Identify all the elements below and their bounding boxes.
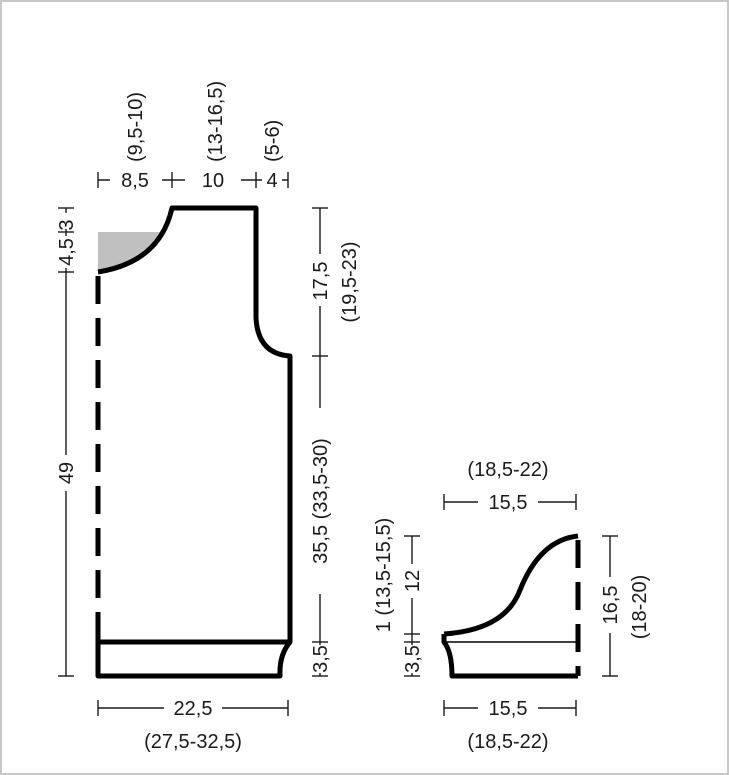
sleeve-body-length: 12 (402, 570, 424, 592)
body-shoulder-width: 8,5 (121, 170, 149, 192)
body-rib-band (95, 638, 293, 679)
sleeve-piece (441, 533, 581, 679)
sleeve-right-dimension: 16,5 (18-20) (598, 535, 651, 677)
sleeve-rib-band (441, 634, 578, 679)
body-neck-width: 10 (202, 170, 224, 192)
front-neck-shading (98, 232, 165, 272)
sleeve-top-width: 15,5 (489, 492, 528, 514)
sleeve-cap-length: 1 (13,5-15,5) (373, 518, 395, 633)
sleeve-top-width-alt: (18,5-22) (467, 459, 548, 481)
body-neck-width-alt: (13-16,5) (205, 81, 227, 162)
body-bottom-dimension: 22,5 (27,5-32,5) (97, 696, 289, 753)
body-bottom-width-alt: (27,5-32,5) (144, 731, 242, 753)
body-total-length: 49 (56, 462, 78, 484)
body-bottom-width: 22,5 (174, 698, 213, 720)
body-right-dimension: 17,5 (19,5-23) 35,5 (33,5-30) 3,5 (308, 207, 361, 677)
sleeve-outline (443, 533, 579, 637)
body-armhole-width-alt: (5-6) (262, 120, 284, 162)
body-neck-depth-small: 3 (56, 219, 78, 230)
body-piece (95, 205, 293, 679)
sleeve-rib-height: 3,5 (402, 645, 424, 673)
body-armhole-width: 4 (266, 170, 277, 192)
body-neck-depth: 4,5 (56, 238, 78, 266)
sleeve-bottom-width-alt: (18,5-22) (467, 731, 548, 753)
body-outline (97, 205, 293, 642)
sleeve-bottom-width: 15,5 (489, 698, 528, 720)
body-shoulder-width-alt: (9,5-10) (125, 92, 147, 162)
sleeve-bottom-dimension: 15,5 (18,5-22) (443, 696, 577, 753)
body-side-length: 35,5 (33,5-30) (310, 438, 332, 564)
sleeve-total-length: 16,5 (600, 586, 622, 625)
sleeve-top-dimension: (18,5-22) 15,5 (443, 459, 577, 514)
body-left-dimension: 3 4,5 49 (54, 207, 78, 677)
sleeve-left-dimension: 12 1 (13,5-15,5) 3,5 (373, 518, 424, 677)
body-armhole-depth-alt: (19,5-23) (339, 241, 361, 322)
body-top-dimension: 8,5 10 4 (9,5-10) (13-16,5) (5-6) (97, 81, 289, 192)
body-rib-height: 3,5 (310, 645, 332, 673)
sleeve-total-length-alt: (18-20) (629, 575, 651, 639)
body-armhole-depth: 17,5 (310, 262, 332, 301)
